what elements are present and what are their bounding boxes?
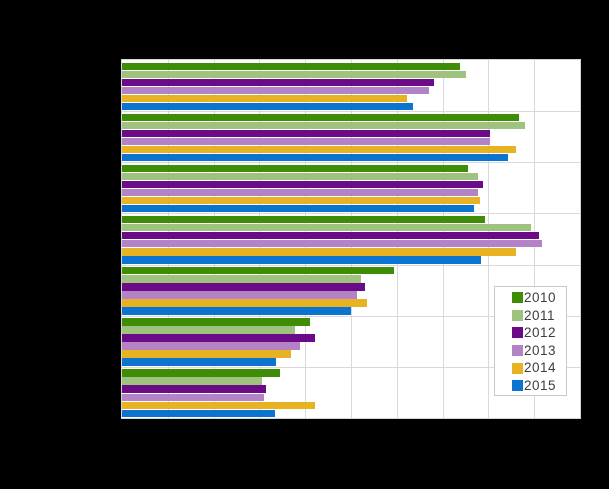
bar-2013-group-5: [122, 291, 357, 299]
legend-label: 2013: [524, 342, 557, 358]
legend-item-2015: 2015: [512, 377, 566, 395]
legend-label: 2014: [524, 360, 557, 376]
legend-item-2011: 2011: [512, 307, 566, 325]
bar-2013-group-6: [122, 342, 301, 350]
bar-2011-group-5: [122, 275, 362, 283]
legend-label: 2010: [524, 290, 557, 306]
legend-swatch-icon: [512, 380, 523, 392]
horizontal-gridline: [122, 162, 580, 164]
bar-2011-group-2: [122, 121, 526, 130]
bar-2011-group-1: [122, 70, 466, 78]
bar-2015-group-7: [122, 409, 275, 417]
bar-2010-group-5: [122, 267, 394, 275]
bar-2013-group-7: [122, 393, 264, 401]
bar-2015-group-4: [122, 256, 482, 264]
bar-2010-group-3: [122, 164, 468, 173]
bar-2014-group-6: [122, 350, 292, 358]
bar-2012-group-5: [122, 283, 366, 291]
bar-2010-group-6: [122, 318, 310, 326]
bar-2012-group-3: [122, 180, 483, 189]
legend-label: 2011: [524, 307, 556, 323]
bar-2012-group-2: [122, 129, 490, 138]
bar-2011-group-4: [122, 223, 532, 232]
legend: 2010 2011 2012 2013 2014 2015: [494, 286, 567, 396]
bar-2010-group-7: [122, 369, 280, 377]
bar-2012-group-6: [122, 334, 316, 342]
plot-area: 2010 2011 2012 2013 2014 2015: [121, 59, 581, 419]
bar-2011-group-3: [122, 172, 478, 181]
bar-2010-group-1: [122, 62, 460, 70]
legend-label: 2012: [524, 325, 557, 341]
horizontal-gridline: [122, 366, 580, 368]
bar-2013-group-4: [122, 240, 543, 248]
bar-2013-group-3: [122, 188, 478, 197]
bar-2015-group-1: [122, 102, 413, 111]
bar-2012-group-4: [122, 232, 539, 240]
bar-2012-group-1: [122, 78, 435, 86]
bar-2014-group-7: [122, 401, 316, 409]
legend-swatch-icon: [512, 345, 523, 357]
legend-swatch-icon: [512, 327, 523, 339]
legend-item-2013: 2013: [512, 342, 566, 360]
bar-2011-group-7: [122, 377, 263, 385]
bar-2015-group-5: [122, 307, 352, 315]
legend-item-2014: 2014: [512, 359, 566, 377]
bar-2010-group-4: [122, 215, 485, 224]
bar-2013-group-1: [122, 86, 429, 95]
bar-2014-group-2: [122, 145, 516, 154]
bar-2014-group-3: [122, 196, 480, 205]
horizontal-gridline: [122, 111, 580, 113]
horizontal-gridline: [122, 315, 580, 317]
bar-2012-group-7: [122, 385, 267, 393]
bar-2010-group-2: [122, 113, 519, 122]
bar-2015-group-3: [122, 205, 474, 213]
bar-2013-group-2: [122, 137, 490, 146]
bar-2014-group-5: [122, 299, 368, 307]
legend-item-2012: 2012: [512, 324, 566, 342]
legend-swatch-icon: [512, 362, 523, 374]
bar-2011-group-6: [122, 326, 295, 334]
bar-2015-group-6: [122, 358, 276, 366]
bar-2015-group-2: [122, 153, 508, 162]
bar-2014-group-1: [122, 94, 407, 103]
bar-2014-group-4: [122, 248, 516, 256]
legend-label: 2015: [524, 378, 557, 394]
horizontal-gridline: [122, 213, 580, 215]
legend-item-2010: 2010: [512, 289, 566, 307]
legend-swatch-icon: [512, 292, 523, 304]
horizontal-gridline: [122, 264, 580, 266]
legend-swatch-icon: [512, 309, 523, 321]
